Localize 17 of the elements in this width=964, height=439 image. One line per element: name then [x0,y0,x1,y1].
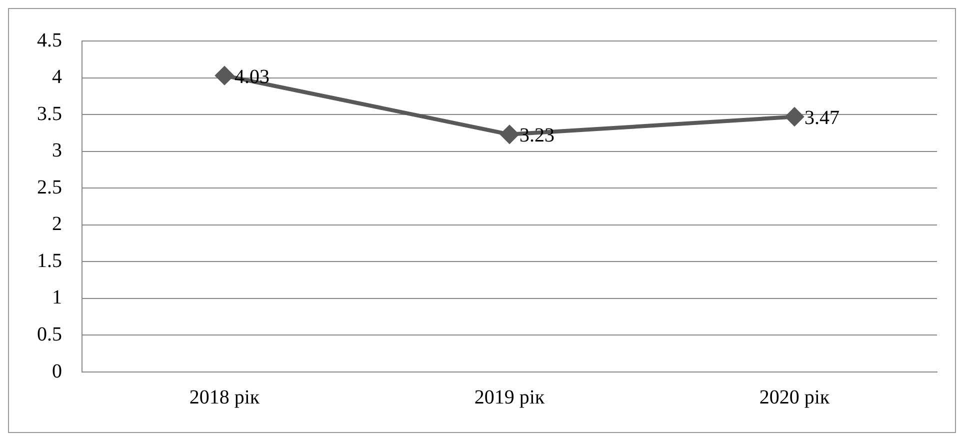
y-tick-label: 3.5 [37,102,62,125]
x-tick-label: 2020 рік [759,386,830,408]
data-label: 3.47 [804,107,840,130]
x-tick-label: 2019 рік [474,386,545,408]
y-tick-label: 1.5 [37,250,62,272]
y-tick-label: 0.5 [37,323,62,346]
y-tick-label: 1 [52,286,62,309]
y-tick-label: 0 [52,360,62,382]
y-tick-label: 2.5 [37,176,62,198]
y-tick-label: 2 [52,213,62,236]
point [786,108,804,126]
y-tick-label: 4 [52,66,62,88]
point [500,125,518,144]
x-tick-label: 2018 рік [189,386,260,408]
point [216,66,234,85]
y-tick-label: 3 [52,140,62,162]
y-tick-label: 4.5 [37,29,62,52]
